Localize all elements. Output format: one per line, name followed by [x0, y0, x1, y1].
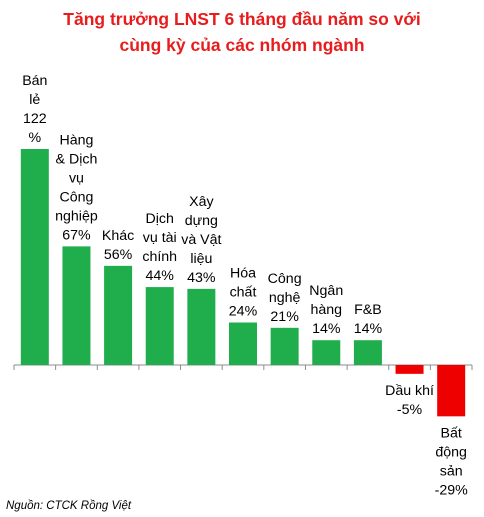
bar-label: chất	[230, 285, 257, 301]
bar	[104, 265, 133, 365]
bar-label: Hóa	[230, 266, 256, 282]
bar-label: Khác	[102, 228, 134, 244]
bar-label: 43%	[187, 270, 216, 286]
bar	[145, 287, 174, 365]
bar-label: Dịch	[146, 211, 174, 227]
bar-label: động	[435, 444, 467, 460]
bar-label: dựng	[185, 213, 218, 229]
bar-label: 14%	[354, 321, 383, 337]
bar	[353, 340, 382, 365]
bar-label: %	[29, 130, 42, 146]
bar-label: vụ	[69, 170, 84, 186]
bar	[270, 327, 299, 365]
bar-label: nghệ	[269, 290, 301, 306]
bar-label: 44%	[146, 268, 175, 284]
bar-label: sản	[440, 463, 463, 479]
bar	[62, 246, 91, 365]
bar-label: 14%	[312, 321, 341, 337]
bar	[187, 288, 216, 365]
bar-label: -5%	[397, 402, 423, 418]
bar-label: -29%	[435, 482, 469, 498]
bar-label: nghiệp	[55, 208, 98, 224]
bar-label: hàng	[310, 302, 342, 318]
bar-label: Bất	[441, 425, 462, 441]
chart-title-line-2: cùng kỳ của các nhóm ngành	[119, 35, 365, 55]
bar-label: Xây	[189, 194, 214, 210]
bar-label: F&B	[354, 302, 382, 318]
bar-label: 122	[23, 111, 47, 127]
chart-title-line-1: Tăng trưởng LNST 6 tháng đầu năm so với	[63, 9, 421, 29]
bar-label: Công	[59, 189, 93, 205]
bar	[437, 365, 466, 417]
bar-label: Công	[268, 271, 302, 287]
bar-label: Ngân	[309, 283, 343, 299]
bar-label: Dầu khí	[385, 383, 434, 399]
bar	[20, 149, 49, 365]
bar-label: chính	[142, 249, 177, 265]
bar-label: và Vật	[181, 232, 221, 248]
bar-label: & Dịch	[56, 151, 98, 167]
bar	[229, 322, 257, 365]
bar-chart: Bán lẻ 122% Hàng & Dịch vụ Công nghiệp 67% Khác 56…	[13, 73, 473, 498]
bar-label: liệu	[190, 251, 212, 267]
chart-title: Tăng trưởng LNST 6 tháng đầu năm so với …	[0, 6, 484, 58]
bar	[395, 365, 424, 374]
bar-label: Hàng	[59, 132, 93, 148]
bar-label: 67%	[62, 227, 91, 243]
bar-label: 56%	[104, 247, 133, 263]
bar-label: lẻ	[29, 92, 40, 108]
bar-label: vụ tài	[143, 230, 177, 246]
bar-label: 21%	[270, 309, 299, 325]
bar	[312, 340, 341, 365]
bar-label: Bán	[22, 73, 47, 89]
bar-label: 24%	[229, 304, 258, 320]
source-note: Nguồn: CTCK Rồng Việt	[6, 500, 132, 512]
